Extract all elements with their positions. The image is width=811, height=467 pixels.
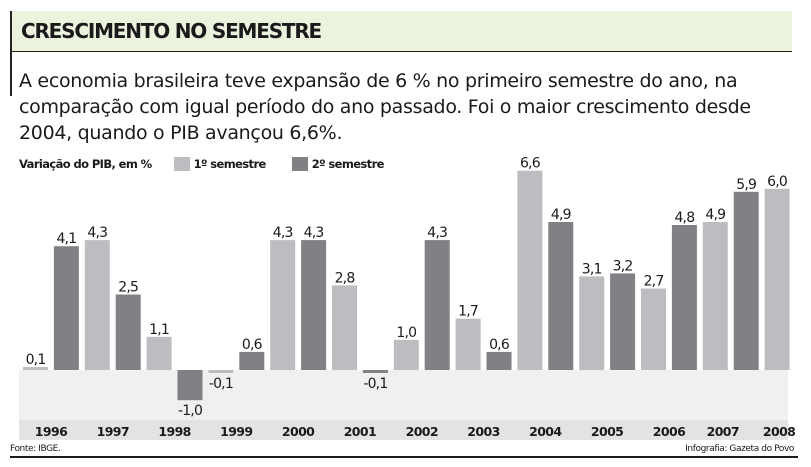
year-labels-group: 1996 1997 1998 1999 2000 2001 2002 2003 2004 2005… [35, 424, 796, 439]
source-note: Fonte: IBGE. [10, 444, 61, 454]
value-label-2001-s1: 2,8 [335, 270, 355, 286]
bar-2004-s2 [548, 222, 574, 370]
bar-2006-s2 [671, 225, 697, 370]
legend-swatch-first-semester [173, 157, 190, 171]
value-label-2004-s2: 4,9 [551, 207, 571, 223]
year-label-2003: 2003 [467, 424, 499, 439]
year-label-2002: 2002 [406, 424, 438, 439]
value-label-2006-s1: 2,7 [644, 274, 664, 290]
value-labels-group: 0,1 4,1 4,3 2,5 1,1 -1,0 -0,1 0,6 4,3 4,3 2,8 -0,1 1… [26, 156, 788, 420]
value-label-2006-s2: 4,8 [674, 210, 694, 226]
year-label-1996: 1996 [35, 424, 68, 439]
bar-2006-s1 [641, 288, 666, 370]
bar-2000-s1 [270, 240, 296, 370]
value-label-2003-s1: 1,7 [458, 304, 478, 320]
bars-group [23, 170, 790, 401]
bar-1999-s1 [208, 370, 234, 373]
value-label-1997-s1: 4,3 [87, 225, 107, 241]
year-label-2006: 2006 [653, 424, 686, 439]
bar-1998-s2 [177, 370, 203, 401]
bar-2008-s1 [764, 188, 790, 370]
year-label-2005: 2005 [591, 424, 623, 439]
bar-1996-s1 [23, 367, 48, 370]
legend-swatch-second-semester [291, 157, 308, 171]
year-axis-band [19, 420, 788, 440]
year-label-2004: 2004 [529, 424, 562, 439]
bar-1999-s2 [239, 351, 265, 370]
lead-accent-rule [10, 52, 12, 96]
bar-2000-s2 [301, 240, 327, 370]
value-label-2001-s2: -0,1 [363, 376, 387, 392]
bar-1996-s2 [53, 246, 79, 370]
value-label-2007-s1: 4,9 [705, 207, 725, 223]
y-axis-label: Variação do PIB, em % [19, 157, 152, 171]
bar-2005-s2 [610, 273, 636, 370]
value-label-2002-s2: 4,3 [427, 225, 447, 241]
bar-2003-s1 [455, 318, 481, 370]
bar-1998-s1 [146, 336, 172, 370]
legend: Variação do PIB, em % 1º semestre 2º sem… [19, 156, 384, 172]
bar-2001-s2 [362, 370, 388, 373]
year-label-2000: 2000 [282, 424, 315, 439]
value-label-2000-s1: 4,3 [273, 225, 293, 241]
value-label-1999-s2: 0,6 [242, 337, 263, 353]
bar-2003-s2 [486, 351, 512, 370]
lead-paragraph: A economia brasileira teve expansão de 6… [19, 70, 751, 144]
year-label-2001: 2001 [344, 424, 376, 439]
legend-label-first-semester: 1º semestre [193, 157, 267, 171]
bar-1997-s1 [84, 240, 110, 370]
negative-area-band [19, 370, 788, 420]
value-label-1998-s1: 1,1 [149, 322, 169, 338]
bar-2007-s1 [702, 222, 728, 370]
bar-2004-s1 [517, 170, 543, 370]
value-label-2008-s1: 6,0 [767, 174, 787, 190]
value-label-2004-s1: 6,6 [520, 156, 541, 172]
value-label-1996-s1: 0,1 [26, 352, 46, 368]
year-label-1997: 1997 [97, 424, 129, 439]
legend-item-second-semester: 2º semestre [291, 157, 385, 171]
credit-note: Infografia: Gazeta do Povo [685, 444, 794, 454]
value-label-2000-s2: 4,3 [304, 225, 324, 241]
legend-item-first-semester: 1º semestre [173, 157, 267, 171]
value-label-1999-s1: -0,1 [209, 376, 233, 392]
value-label-2007-s2: 5,9 [736, 177, 756, 193]
value-label-2003-s2: 0,6 [489, 337, 510, 353]
value-label-1998-s2: -1,0 [178, 403, 202, 419]
bottom-rule [10, 456, 798, 458]
value-label-1996-s2: 4,1 [56, 231, 76, 247]
year-label-1998: 1998 [158, 424, 190, 439]
title-banner: CRESCIMENTO NO SEMESTRE [10, 11, 792, 52]
legend-label-second-semester: 2º semestre [311, 157, 385, 171]
year-label-1999: 1999 [220, 424, 252, 439]
bar-1997-s2 [115, 294, 141, 370]
value-label-2005-s2: 3,2 [613, 258, 633, 274]
bar-2005-s1 [579, 276, 605, 370]
bar-2002-s2 [424, 240, 450, 370]
year-label-2008: 2008 [763, 424, 795, 439]
bar-2001-s1 [332, 285, 357, 370]
bar-2007-s2 [733, 191, 759, 370]
chart-title: CRESCIMENTO NO SEMESTRE [21, 19, 322, 43]
bar-2002-s1 [393, 339, 419, 370]
value-label-2005-s1: 3,1 [582, 261, 602, 277]
value-label-2002-s1: 1,0 [396, 325, 416, 341]
value-label-1997-s2: 2,5 [118, 280, 138, 296]
year-label-2007: 2007 [707, 424, 739, 439]
